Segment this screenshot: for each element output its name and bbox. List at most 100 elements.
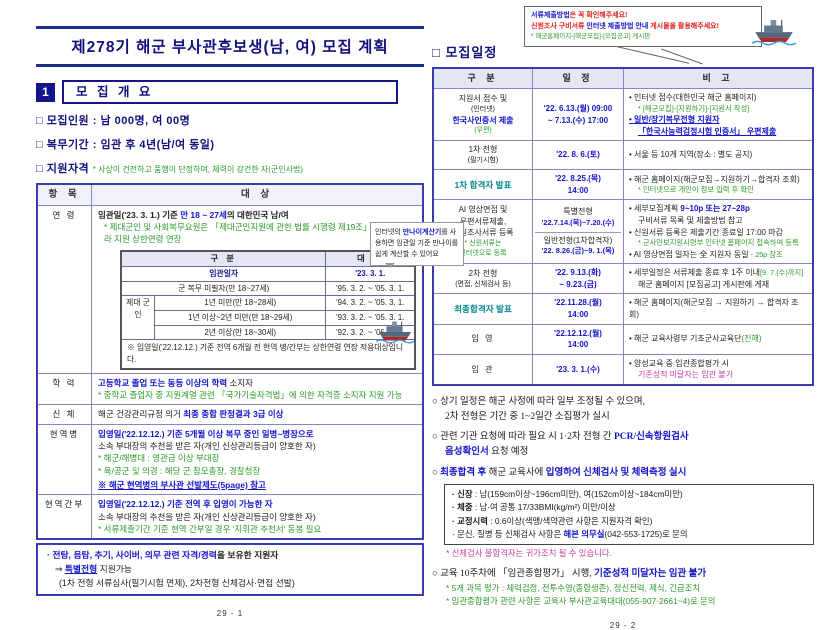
second-exam-category: 2차 전형 (면접, 신체검사 등) [432,263,533,295]
application-note1: • 인터넷 접수(대한민국 해군 홈페이지) [629,93,757,103]
ai-cat-line5: 인터넷으로 등록 [459,250,507,258]
education-row: 학 력 고등학교 졸업 또는 동등 이상의 학력 소지자 * 중학교 졸업자 중… [36,372,424,406]
note-4-sub1: * 5개 과목 평가 : 체력검정, 전투수영(종합생존), 정신전력, 제식,… [446,582,701,593]
active-line1: 입영일('22.12.12.) 기준 5개월 이상 복무 중인 일병~병장으로 [98,428,314,439]
qualification-label: □ 지원자격 [36,163,90,175]
active-line3: * 해군/해병대 : 영관급 이상 부대장 [98,453,220,464]
sched-row-ai-interview: AI 영상면접 및 우편서류제출, 신원조사서류 등록 * 신원서류는 인터넷으… [432,199,814,265]
sched-row-second-exam: 2차 전형 (면접, 신체검사 등) '22. 9.13.(화) ~ 9.23.… [432,263,814,295]
education-line2: * 중학교 졸업자 중 지원계열 관련 「국가기술자격법」에 의한 자격증 소지… [98,390,403,401]
note-4-line: ○ 교육 10주차에 「임관종합평가」 시행, 기준성적 미달자는 임관 불가 [432,567,814,582]
section-title: 모 집 개 요 [62,80,398,104]
page-number-left: 29 - 1 [216,609,244,619]
unserved-label: 군 복무 미필자(만 18~27세) [120,280,327,297]
physical-row-content: 해군 건강관리규정 의거 최종 종합 판정결과 3급 이상 [91,404,424,425]
qual-table-header-row: 항 목 대 상 [36,183,424,206]
std-weight-value: : 남·여 공통 17/33BMI(kg/m²) 미만/이상 [472,502,616,513]
education-row-label: 학 력 [36,372,92,406]
callout-line1-a: 서류제출방법 [531,12,570,19]
sched-col-category: 구 분 [432,67,533,90]
note-2-c: 음성확인서 [445,447,489,458]
bubble-text-b: 만나이계산기 [402,229,442,236]
first-exam-date: '22. 8. 6.(토) [532,140,624,171]
second-exam-cat-line2: (면접, 신체검사 등) [455,280,511,288]
sched-col-date: 일 정 [532,67,624,90]
first-result-category: 1차 합격자 발표 [432,169,533,201]
age-row-label: 연 령 [36,204,92,374]
age-inner-note: ※ 입영일('22.12.12.) 기준 전역 6개월 전 현역 병/간부는 상… [120,339,416,370]
note-4-b: 기준성적 미달자는 임관 불가 [594,568,707,579]
std-height: · 신장 : 남(159cm이상~196cm미만), 여(152cm이상~184… [452,488,806,501]
veteran1-value: '94. 3. 2. ~ '05. 3. 1. [325,295,416,312]
note-4-sub2: * 임관종합평가 관련 사항은 교육사 부사관교육대대(055-907-2661… [446,595,716,606]
ai-cat-line2: 우편서류제출, [459,216,507,226]
final-result-category: 최종합격자 발표 [432,293,533,325]
page-number-right: 29 - 2 [609,621,637,630]
inner-col-type: 구 분 [120,250,327,267]
first-exam-category: 1차 전형 (필기시험) [432,140,533,171]
application-note3: • 일반/장기복무전형 지원자 [629,115,720,125]
sched-col-remarks: 비 고 [623,67,814,90]
physical-row-label: 신 체 [36,404,92,425]
second-exam-note1: • 세부일정은 서류제출 종료 후 1주 이내[9. 7.(수)까지] [629,267,807,279]
note-2-b: PCR/신속항원검사 [614,432,689,443]
note-1: ○ 상기 일정은 해군 사정에 따라 일부 조정될 수 있으며, 2차 전형은 … [432,395,814,424]
age-line1-b: 만 18 ~ 27세 [180,209,227,220]
callout-line1-b: 은 꼭 확인해주세요! [569,12,628,19]
first-result-date-line2: 14:00 [567,185,589,195]
active-cadre-label: 현역간부 [36,494,92,540]
age-line1-a: 임관일('23. 3. 1.) 기준 [98,209,181,220]
application-cat-line4: (우편) [474,127,492,135]
veteran1-label: 1년 미만(만 18~28세) [153,295,327,312]
second-exam-cat-line1: 2차 전형 [468,269,498,278]
inner-row-veteran-2: 1년 이상~2년 미만(만 18~29세) '93. 3. 2. ~ '05. … [121,310,416,326]
std-height-label: · 신장 [452,488,473,499]
final-result-date: '22.11.28.(월) 14:00 [532,293,624,325]
recruit-count-label: □ 모집인원 [36,115,90,127]
active-line5: ※ 해군 현역병의 부사관 선발제도(5page) 참고 [98,480,266,490]
commission-note1: • 양성교육 중 임관종합평가 시 [629,358,730,368]
recruit-count-item: □ 모집인원 : 남 000명, 여 00명 [36,112,424,128]
callout-line3: * 해군홈페이지-[해군모집]-[모집공고] 게시판 [531,33,651,41]
ai-cat-line3: 신원조사서류 등록 [452,228,514,238]
qualification-table: 항 목 대 상 연 령 임관일('23. 3. 1.) 기준 만 18 ~ 27… [36,183,424,541]
application-date-line1: '22. 6.13.(월) 09:00 [543,104,613,114]
enlistment-category: 입 영 [432,323,533,355]
warship-icon [375,318,415,349]
note-1-line2: 2차 전형은 기간 중 1~2일간 소집평가 실시 [445,411,610,422]
special-line2-c: 지원가능 [97,563,133,574]
veteran3-label: 2년 이상(만 18~30세) [153,324,327,341]
inner-row-veteran-3: 2년 이상(만 18~30세) '92. 3. 2. ~ '05. 3. 1. [121,324,416,341]
section-1-header: 1 모 집 개 요 [36,80,424,104]
std-vision: · 교정시력 : 0.6이상(색맹/색약관련 사항은 지원자격 확인) [452,515,806,528]
age-inner-table: 구 분 대 상 임관일자 '23. 3. 1. 군 복무 미필자(만 18~27… [120,249,416,370]
note-3-warning: * 신체검사 불합격자는 귀가조치 될 수 있습니다. [446,548,612,559]
active-cadre-content: 입영일('22.12.12.) 기준 전역 후 입영이 가능한 자 소속 부대장… [91,494,424,540]
schedule-header-row: 구 분 일 정 비 고 [432,67,814,90]
enlistment-date-line2: 14:00 [567,340,589,350]
special-line2: ⇒ 특별전형 지원가능 [47,563,413,577]
bubble-text-a: 인터넷의 [375,229,403,236]
std-tattoo-c: (042-553-1725)로 문의 [604,528,688,539]
cadre-line3: * 서류제출기간 기준 현역 간부일 경우 '지휘관 추천서' 동봉 필요 [98,523,322,534]
first-result-remarks: • 해군 홈페이지(해군모집→지원하기→합격자 조회) * 인터넷으로 개인이 … [623,169,814,201]
age-line1-c: 의 대한민국 남/여 [226,209,289,220]
second-exam-note1-c: 해군 홈페이지 [모집공고] 게시판에 게재 [638,279,770,289]
second-exam-date-line2: ~ 9.23.(금) [559,279,597,289]
application-cat-line1: 지원서 접수 및 [458,93,508,103]
physical-line-b: 최종 종합 판정결과 3급 이상 [183,409,284,420]
ai-note3: * 군사안보지원사령부 인터넷 홈페이지 접속하여 등록 [638,238,799,248]
note-2-a: ○ 관련 기관 요청에 따라 필요 시 1·2차 전형 간 [432,432,614,443]
special-line2-b: 특별전형 [64,563,98,574]
second-exam-date-line1: '22. 9.13.(화) [555,268,601,278]
ai-cat-line1: AI 영상면접 및 [458,205,508,215]
enlistment-note-a: • 해군 교육사령부 기초군사교육단 [629,334,742,344]
ai-cat-line4: * 신원서류는 [464,240,502,248]
final-result-date-line2: 14:00 [567,310,589,320]
first-exam-cat-line1: 1차 전형 [468,145,498,155]
note-3-b: 최종합격 후 [440,467,487,478]
commission-date-label: 임관일자 [120,266,327,282]
second-exam-note1-b: [9. 7.(수)까지] [760,268,804,278]
veteran-group-label: 제대 군인 [120,295,155,341]
std-tattoo: · 문신, 질병 등 신체검사 사항은 해본 의무실(042-553-1725)… [452,528,806,541]
